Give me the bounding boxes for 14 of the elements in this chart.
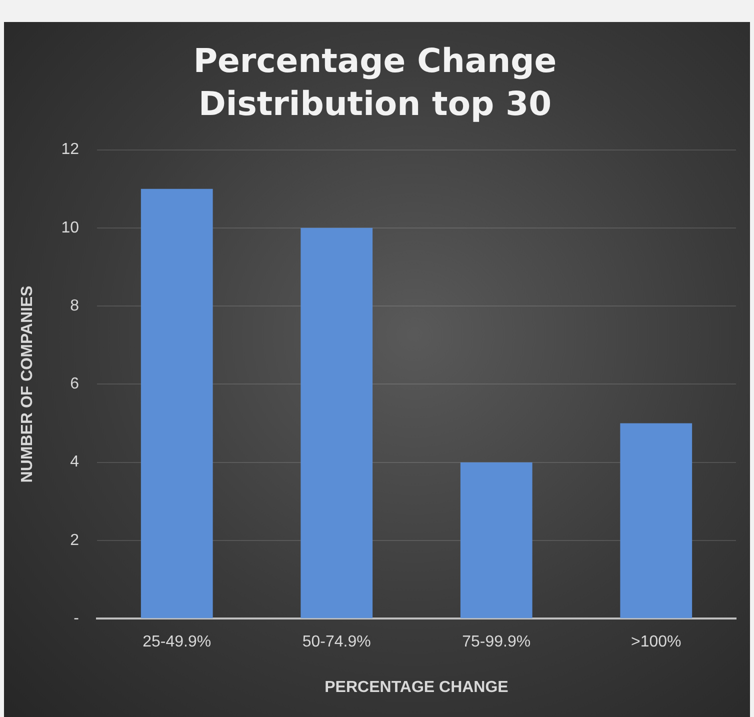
y-axis-title: NUMBER OF COMPANIES xyxy=(19,285,36,483)
chart-title: Percentage Change Distribution top 30 xyxy=(193,41,557,123)
y-tick-label: - xyxy=(74,610,79,628)
x-tick-label: >100% xyxy=(630,634,682,651)
y-tick-label: 10 xyxy=(61,219,80,236)
x-tick-label: 75-99.9% xyxy=(462,634,531,651)
y-tick-label: 4 xyxy=(70,454,80,471)
y-tick-label: 8 xyxy=(70,297,80,314)
y-tick-label: 12 xyxy=(61,141,80,158)
y-tick-label: 6 xyxy=(70,376,80,393)
x-tick-label: 50-74.9% xyxy=(302,634,371,651)
x-axis-title: PERCENTAGE CHANGE xyxy=(324,678,509,696)
y-tick-label: 2 xyxy=(70,532,80,549)
x-tick-label: 25-49.9% xyxy=(142,634,212,651)
